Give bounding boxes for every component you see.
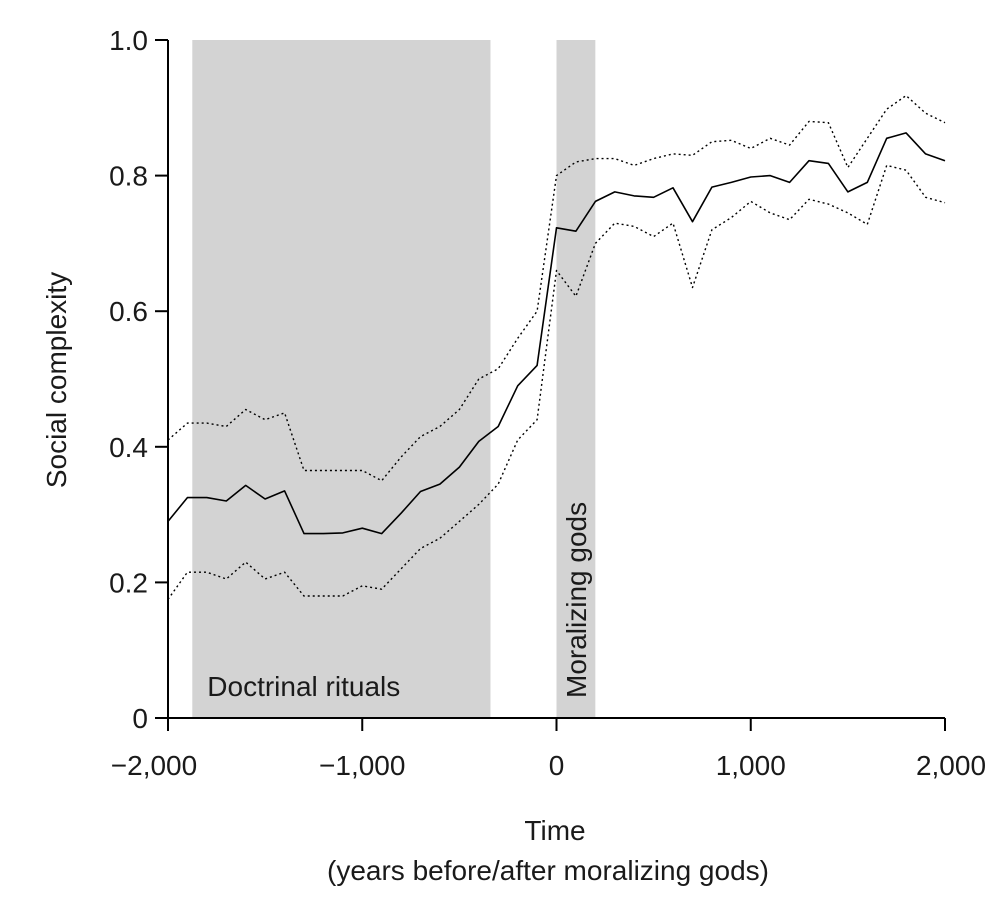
y-tick-label: 0.4 (109, 432, 148, 463)
bands-layer (192, 40, 596, 718)
x-tick-label: −2,000 (111, 750, 197, 781)
y-axis-title: Social complexity (41, 272, 72, 488)
x-tick-label: 0 (549, 750, 565, 781)
band-label-doctrinal-rituals: Doctrinal rituals (207, 671, 400, 702)
x-axis-title: Time (524, 815, 585, 846)
series-layer (167, 94, 946, 600)
band-moralizing-gods (556, 40, 596, 718)
y-tick-label: 0 (132, 703, 148, 734)
y-tick-label: 0.6 (109, 296, 148, 327)
series-line-lower (167, 164, 946, 600)
y-tick-label: 1.0 (109, 25, 148, 56)
x-axis-subtitle: (years before/after moralizing gods) (327, 855, 769, 886)
y-tick-label: 0.2 (109, 567, 148, 598)
y-tick-label: 0.8 (109, 161, 148, 192)
ticks-layer: 0 0.2 0.4 0.6 0.8 1.0 −2,000 −1,000 0 1,000 2,000 (109, 25, 986, 781)
band-labels-layer: Doctrinal rituals Moralizing gods (207, 502, 592, 702)
x-tick-label: 1,000 (716, 750, 786, 781)
series-line-upper (167, 94, 946, 482)
band-label-moralizing-gods: Moralizing gods (561, 502, 592, 698)
series-line-mean (167, 132, 946, 535)
band-doctrinal-rituals (192, 40, 491, 718)
x-tick-label: 2,000 (916, 750, 986, 781)
x-tick-label: −1,000 (319, 750, 405, 781)
